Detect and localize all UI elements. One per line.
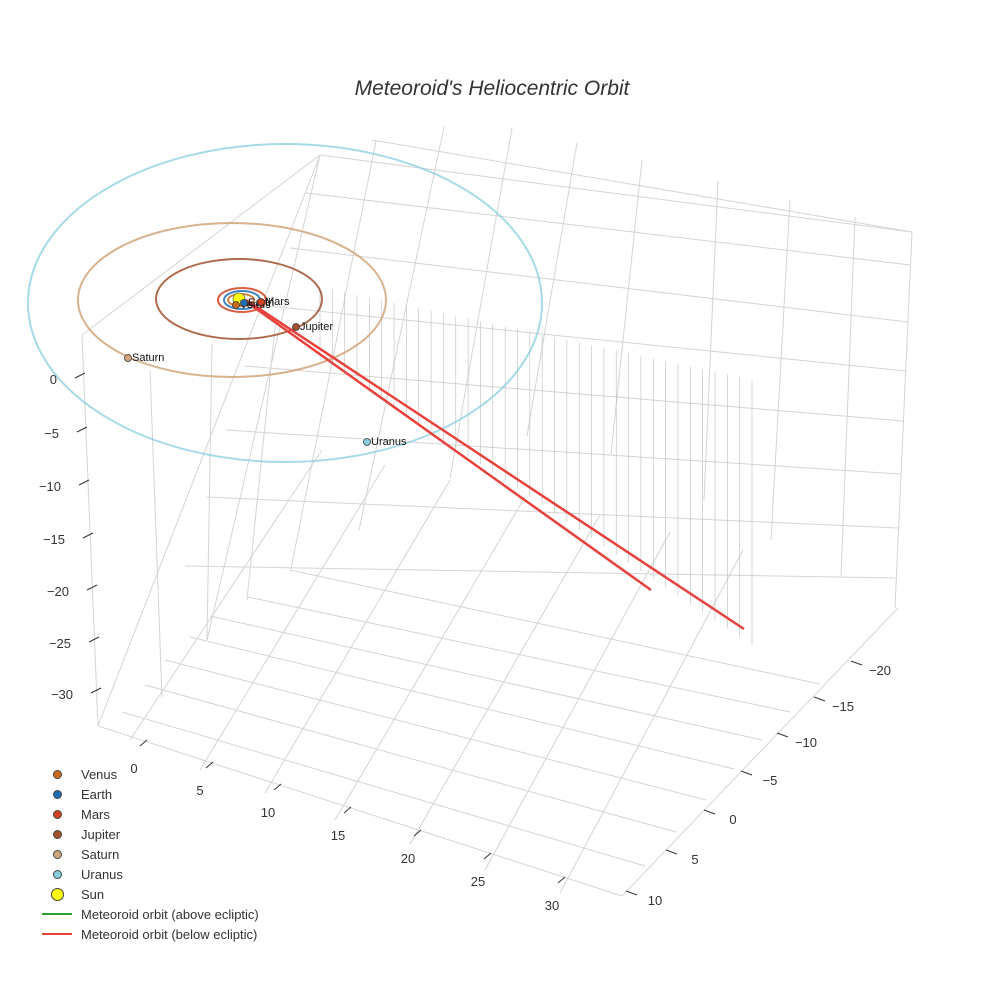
legend-item-earth[interactable]: Earth [38,784,259,804]
z-tick-label: −10 [39,479,61,494]
y-tick-label: 0 [729,812,736,827]
legend-label: Mars [81,806,110,822]
legend-label: Uranus [81,866,123,882]
legend-label: Jupiter [81,826,121,842]
orbit-uranus [27,143,543,463]
chart-title: Meteoroid's Heliocentric Orbit [355,77,631,100]
z-tick-label: −25 [49,636,71,651]
x-tick-label: 15 [331,828,345,843]
planet-venus [232,301,240,309]
y-tick-mark [703,809,716,815]
x-tick-mark [205,761,214,769]
y-tick-mark [776,732,789,738]
legend-item-saturn[interactable]: Saturn [38,844,259,864]
legend-item-venus[interactable]: Venus [38,764,259,784]
y-tick-mark [813,696,826,702]
planet-label-saturn: Saturn [132,352,164,364]
y-tick-mark [850,660,863,666]
legend-swatch [38,764,76,784]
z-tick-mark [88,636,100,643]
y-tick-mark [665,849,678,855]
legend-item-mars[interactable]: Mars [38,804,259,824]
z-tick-mark [78,479,90,486]
meteoroid-orbit [245,298,745,631]
x-tick-label: 10 [261,805,275,820]
legend-swatch [38,824,76,844]
x-tick-label: 30 [545,898,559,913]
planet-label-jupiter: Jupiter [300,321,333,333]
planet-earth [240,299,248,307]
legend-swatch [38,884,76,904]
orbit-mars [217,287,267,313]
legend-swatch [38,844,76,864]
z-tick-mark [90,687,102,694]
z-tick-label: 0 [50,372,57,387]
z-tick-mark [74,372,86,379]
x-axis-ticks: 0 5 10 15 20 25 30 [130,739,566,913]
z-tick-label: −20 [47,584,69,599]
x-tick-mark [139,739,148,747]
x-tick-mark [343,806,352,814]
meteoroid-path-inbound [247,301,652,592]
planet-label-mars: Mars [265,296,290,308]
planet-orbits [27,143,543,463]
legend-label: Meteoroid orbit (above ecliptic) [81,906,259,922]
legend-swatch [38,804,76,824]
legend-label: Earth [81,786,113,802]
legend-item-uranus[interactable]: Uranus [38,864,259,884]
y-tick-label: −15 [832,699,854,714]
legend-item-meteoroid-orbit-below-ecliptic[interactable]: Meteoroid orbit (below ecliptic) [38,924,259,944]
x-tick-label: 20 [401,851,415,866]
legend-label: Meteoroid orbit (below ecliptic) [81,926,258,942]
z-tick-mark [76,426,88,433]
y-tick-label: −10 [795,735,817,750]
legend-swatch [38,924,76,944]
legend-item-jupiter[interactable]: Jupiter [38,824,259,844]
y-tick-label: 5 [691,852,698,867]
planet-mars [257,298,265,306]
z-tick-mark [82,532,94,539]
planet-label-uranus: Uranus [371,436,407,448]
projection-lines [319,287,753,645]
x-tick-label: 5 [196,783,203,798]
y-tick-label: −20 [869,663,891,678]
y-axis-ticks: −20 −15 −10 −5 0 5 10 [625,660,891,908]
legend-item-sun[interactable]: Sun [38,884,259,904]
orbit-saturn [77,222,387,378]
meteoroid-path-outbound [245,298,745,631]
orbit-jupiter [155,258,323,340]
planet-jupiter [292,323,300,331]
legend: Venus Earth Mars Jupiter Saturn Uranus Sun Mete… [38,764,259,944]
y-tick-label: −5 [763,773,778,788]
x-tick-mark [483,852,492,860]
x-tick-mark [413,829,422,837]
legend-label: Venus [81,766,118,782]
grid-lines [81,126,913,897]
legend-swatch [38,784,76,804]
x-tick-mark [557,876,566,884]
z-tick-label: −15 [43,532,65,547]
legend-label: Sun [81,886,105,902]
z-tick-label: −5 [44,426,59,441]
z-axis-ticks: 0 −5 −10 −15 −20 −25 −30 [39,372,102,702]
planet-saturn [124,354,132,362]
z-tick-mark [86,584,98,591]
y-tick-mark [625,890,638,896]
legend-swatch [38,904,76,924]
x-tick-label: 25 [471,874,485,889]
planet-uranus [363,438,371,446]
x-tick-mark [273,783,282,791]
legend-label: Saturn [81,846,120,862]
legend-item-meteoroid-orbit-above-ecliptic[interactable]: Meteoroid orbit (above ecliptic) [38,904,259,924]
legend-swatch [38,864,76,884]
x-tick-label: 0 [130,761,137,776]
y-tick-mark [740,770,753,776]
y-tick-label: 10 [648,893,662,908]
z-tick-label: −30 [51,687,73,702]
